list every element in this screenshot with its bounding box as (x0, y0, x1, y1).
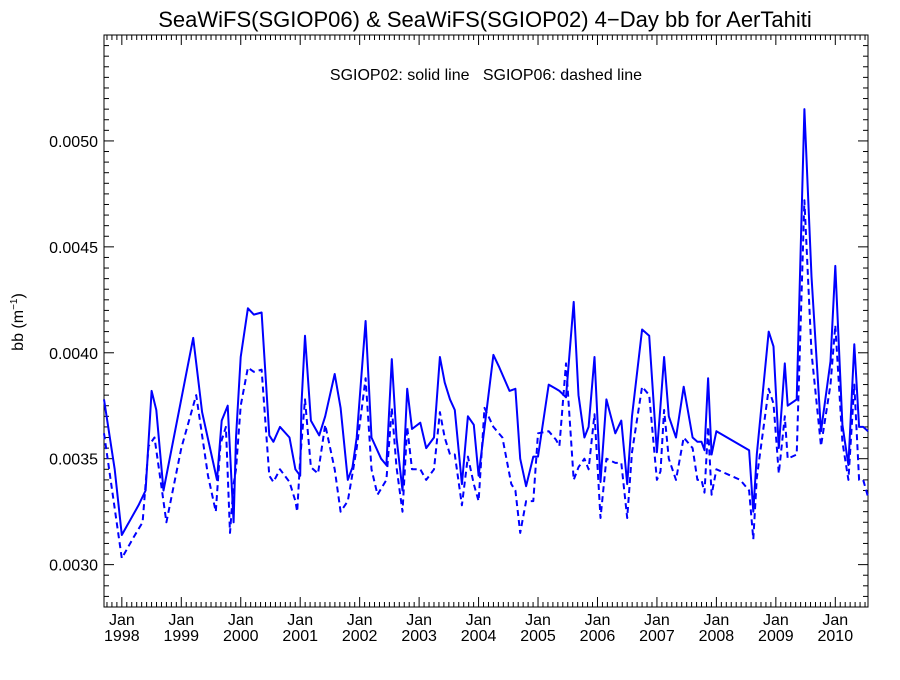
x-tick-month-label: Jan (287, 612, 313, 629)
series-line-solid (103, 108, 869, 536)
x-tick-year-label: 2002 (342, 628, 378, 645)
x-tick-year-label: 2007 (639, 628, 675, 645)
y-axis-label-sup: −1 (9, 298, 20, 310)
x-tick-month-label: Jan (406, 612, 432, 629)
x-tick-month-label: Jan (109, 612, 135, 629)
x-tick-month-label: Jan (525, 612, 551, 629)
y-tick-label: 0.0035 (49, 452, 98, 469)
x-tick-month-label: Jan (585, 612, 611, 629)
x-tick-month-label: Jan (822, 612, 848, 629)
x-tick-year-label: 2006 (580, 628, 616, 645)
series-layer (103, 108, 869, 560)
chart-title: SeaWiFS(SGIOP06) & SeaWiFS(SGIOP02) 4−Da… (158, 7, 812, 32)
x-tick-year-label: 2000 (223, 628, 259, 645)
y-tick-label: 0.0040 (49, 346, 98, 363)
x-tick-month-label: Jan (763, 612, 789, 629)
series-line-dashed (103, 199, 869, 560)
svg-text:bb (m−1): bb (m−1) (9, 293, 27, 351)
y-axis-label-text: bb (m (10, 310, 27, 351)
y-axis-label-close: ) (10, 293, 27, 298)
x-tick-year-label: 2004 (461, 628, 497, 645)
x-tick-month-label: Jan (466, 612, 492, 629)
x-tick-year-label: 2010 (818, 628, 854, 645)
y-tick-label: 0.0050 (49, 134, 98, 151)
axes: 0.00300.00350.00400.00450.0050Jan1998Jan… (49, 34, 869, 645)
x-tick-month-label: Jan (347, 612, 373, 629)
x-tick-month-label: Jan (228, 612, 254, 629)
series-annotation: SGIOP02: solid line SGIOP06: dashed line (330, 67, 642, 84)
x-tick-year-label: 1999 (163, 628, 199, 645)
x-tick-year-label: 2005 (520, 628, 556, 645)
y-tick-label: 0.0045 (49, 240, 98, 257)
x-tick-year-label: 2009 (758, 628, 794, 645)
x-tick-year-label: 1998 (104, 628, 140, 645)
x-tick-year-label: 2008 (699, 628, 735, 645)
y-tick-label: 0.0030 (49, 558, 98, 575)
y-axis-label: bb (m−1) (9, 293, 27, 351)
x-tick-year-label: 2001 (282, 628, 318, 645)
x-tick-month-label: Jan (703, 612, 729, 629)
x-tick-month-label: Jan (644, 612, 670, 629)
x-tick-year-label: 2003 (401, 628, 437, 645)
x-tick-month-label: Jan (168, 612, 194, 629)
